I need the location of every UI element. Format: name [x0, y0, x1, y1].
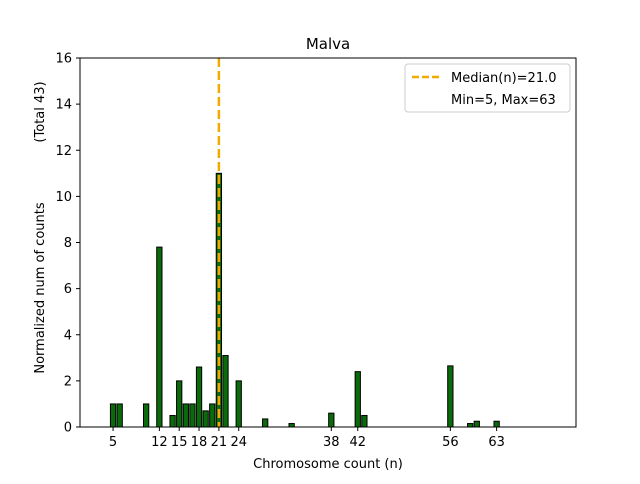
bar: [169, 414, 176, 428]
x-tick-label: 12: [151, 435, 168, 450]
y-axis-total-label: (Total 43): [33, 81, 48, 142]
bar: [288, 423, 295, 428]
x-tick-label: 24: [230, 435, 247, 450]
plot-frame: [79, 57, 577, 428]
x-tick-label: 18: [191, 435, 208, 450]
bar: [235, 380, 242, 428]
legend: Median(n)=21.0 Min=5, Max=63: [404, 63, 571, 113]
x-tick-label: 63: [488, 435, 505, 450]
x-tick-label: 15: [171, 435, 188, 450]
y-tick-label: 14: [55, 98, 72, 113]
y-tick-label: 16: [55, 52, 72, 67]
bar: [493, 420, 500, 428]
y-tick-label: 2: [64, 374, 72, 389]
legend-median-label: Median(n)=21.0: [451, 71, 557, 86]
bar: [182, 403, 189, 428]
legend-minmax-label: Min=5, Max=63: [451, 93, 556, 108]
bar: [156, 246, 163, 428]
bar: [176, 380, 183, 428]
y-tick-label: 8: [64, 236, 72, 251]
bar: [467, 423, 474, 428]
y-axis-ticks: 0 2 4 6 8 10 12 14 16: [55, 52, 80, 436]
x-tick-label: 56: [442, 435, 459, 450]
x-axis-label: Chromosome count (n): [253, 457, 403, 472]
chart-title: Malva: [306, 35, 350, 53]
bar: [328, 412, 335, 428]
bar: [473, 420, 480, 428]
x-tick-label: 42: [349, 435, 366, 450]
bar: [262, 418, 269, 428]
y-tick-label: 0: [64, 421, 72, 436]
legend-frame: [404, 63, 571, 113]
x-tick-label: 5: [109, 435, 117, 450]
y-tick-label: 10: [55, 190, 72, 205]
bar: [361, 414, 368, 428]
bar: [189, 403, 196, 428]
y-tick-label: 12: [55, 144, 72, 159]
bar: [354, 371, 361, 428]
bar: [447, 365, 454, 428]
bar: [209, 403, 216, 428]
bar: [142, 403, 150, 428]
bar: [195, 366, 203, 428]
x-axis-ticks: 5 12 15 18 21 24 38 42 56 63: [109, 427, 505, 450]
y-axis-label: Normalized num of counts: [33, 202, 48, 373]
bar: [222, 355, 229, 428]
x-tick-label: 21: [211, 435, 228, 450]
bar: [202, 410, 209, 428]
y-tick-label: 4: [64, 328, 72, 343]
bar: [116, 403, 123, 428]
bar: [109, 403, 117, 428]
x-tick-label: 38: [323, 435, 340, 450]
y-tick-label: 6: [64, 282, 72, 297]
